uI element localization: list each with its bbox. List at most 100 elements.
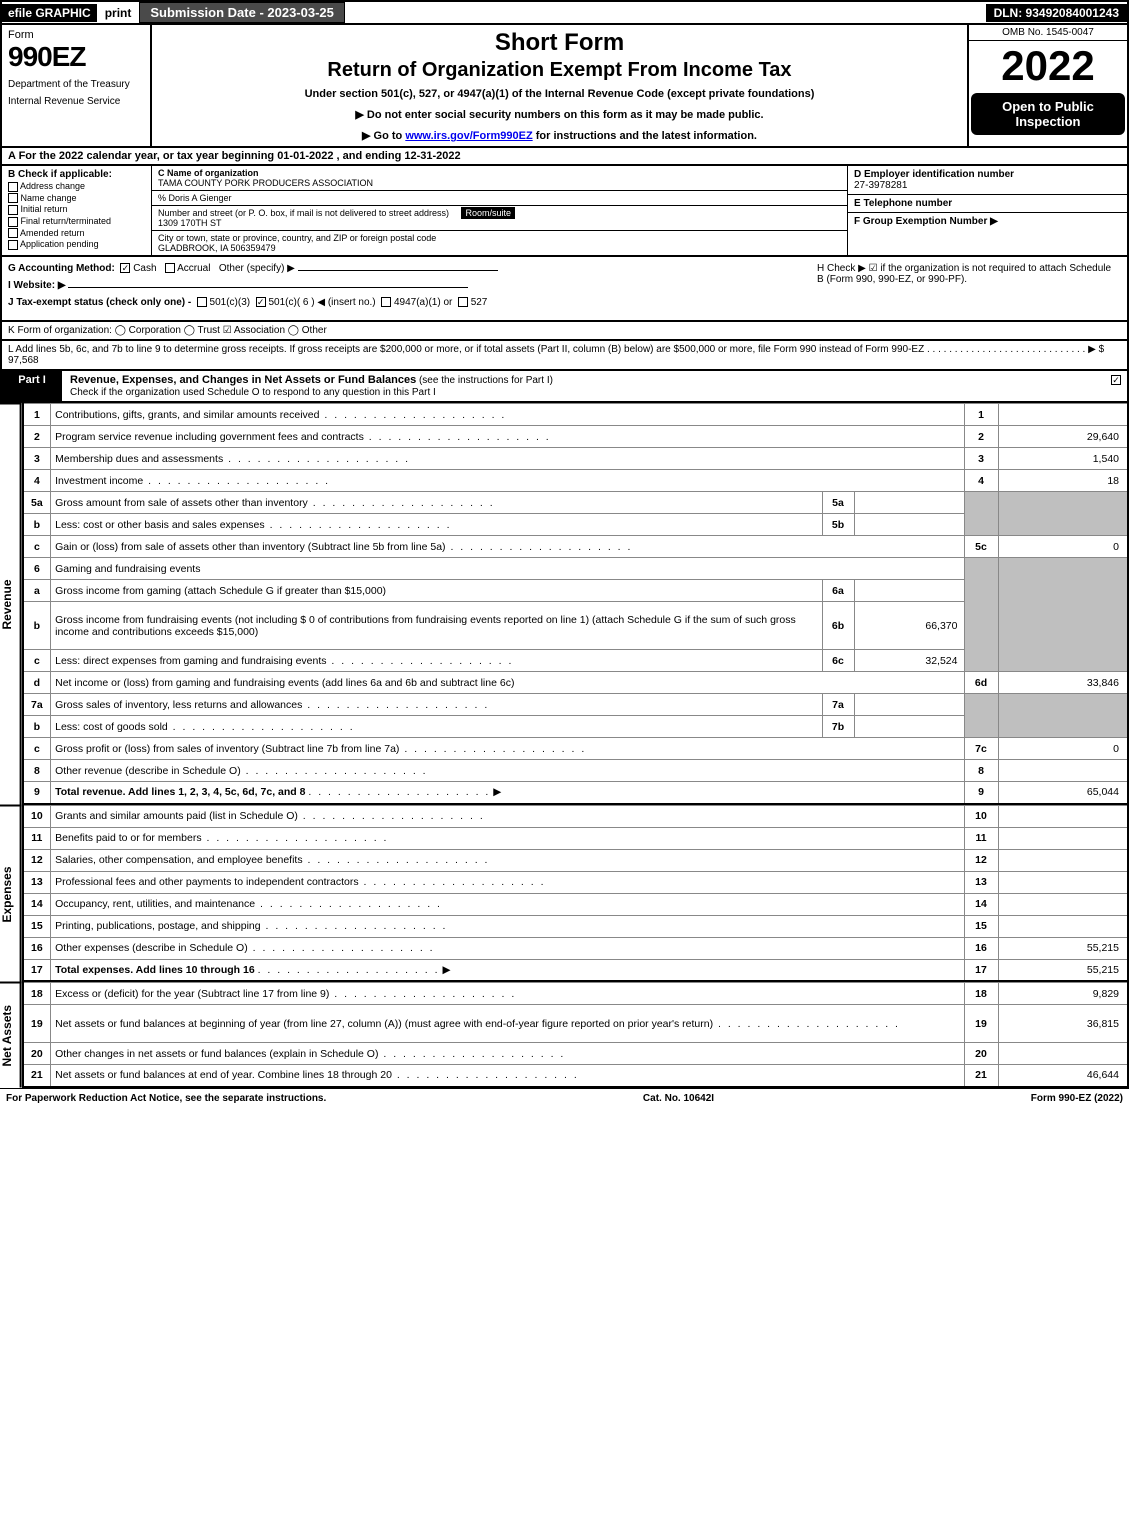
table-row: 3Membership dues and assessments31,540 xyxy=(23,448,1128,470)
checkbox-cash[interactable] xyxy=(120,263,130,273)
header-left: Form 990EZ Department of the Treasury In… xyxy=(2,25,152,146)
checkbox-501c[interactable] xyxy=(256,297,266,307)
instructions-note: ▶ Go to www.irs.gov/Form990EZ for instru… xyxy=(160,129,959,142)
section-b-header: B Check if applicable: xyxy=(8,169,145,180)
netassets-table: 18Excess or (deficit) for the year (Subt… xyxy=(22,982,1129,1088)
d-label: D Employer identification number xyxy=(854,169,1014,180)
form-header: Form 990EZ Department of the Treasury In… xyxy=(0,25,1129,148)
part1-title: Revenue, Expenses, and Changes in Net As… xyxy=(62,371,1105,401)
line-k: K Form of organization: ◯ Corporation ◯ … xyxy=(0,322,1129,341)
table-row: aGross income from gaming (attach Schedu… xyxy=(23,580,1128,602)
org-name: TAMA COUNTY PORK PRODUCERS ASSOCIATION xyxy=(158,178,373,188)
dept-irs: Internal Revenue Service xyxy=(8,96,144,107)
form-title: Return of Organization Exempt From Incom… xyxy=(160,59,959,82)
short-form-title: Short Form xyxy=(160,29,959,57)
dln-label: DLN: 93492084001243 xyxy=(986,4,1127,22)
checkbox-final-return[interactable]: Final return/terminated xyxy=(8,216,145,227)
note2-post: for instructions and the latest informat… xyxy=(533,130,757,142)
irs-link[interactable]: www.irs.gov/Form990EZ xyxy=(405,130,532,142)
table-row: 6Gaming and fundraising events xyxy=(23,558,1128,580)
revenue-table: 1Contributions, gifts, grants, and simil… xyxy=(22,403,1129,805)
website-input[interactable] xyxy=(68,287,468,288)
checkbox-accrual[interactable] xyxy=(165,263,175,273)
table-row: bGross income from fundraising events (n… xyxy=(23,602,1128,650)
other-method-input[interactable] xyxy=(298,270,498,271)
table-row: cGross profit or (loss) from sales of in… xyxy=(23,738,1128,760)
table-row: 8Other revenue (describe in Schedule O)8 xyxy=(23,760,1128,782)
city-row: City or town, state or province, country… xyxy=(152,231,847,255)
ein-cell: D Employer identification number 27-3978… xyxy=(848,166,1127,195)
city-value: GLADBROOK, IA 506359479 xyxy=(158,243,276,253)
table-row: 15Printing, publications, postage, and s… xyxy=(23,915,1128,937)
part1-checkbox[interactable] xyxy=(1105,371,1127,401)
phone-cell: E Telephone number xyxy=(848,195,1127,213)
part1-check-line: Check if the organization used Schedule … xyxy=(70,387,436,398)
checkbox-application-pending[interactable]: Application pending xyxy=(8,239,145,250)
table-row: 21Net assets or fund balances at end of … xyxy=(23,1065,1128,1087)
line-l-text: L Add lines 5b, 6c, and 7b to line 9 to … xyxy=(8,344,1099,355)
checkbox-amended-return[interactable]: Amended return xyxy=(8,228,145,239)
table-row: 20Other changes in net assets or fund ba… xyxy=(23,1043,1128,1065)
table-row: dNet income or (loss) from gaming and fu… xyxy=(23,672,1128,694)
street-row: Number and street (or P. O. box, if mail… xyxy=(152,206,847,231)
f-label: F Group Exemption Number ▶ xyxy=(854,216,998,227)
checkbox-name-change[interactable]: Name change xyxy=(8,193,145,204)
table-row: 4Investment income418 xyxy=(23,470,1128,492)
page-footer: For Paperwork Reduction Act Notice, see … xyxy=(0,1088,1129,1108)
meta-block: H Check ▶ ☑ if the organization is not r… xyxy=(0,257,1129,322)
org-name-row: C Name of organization TAMA COUNTY PORK … xyxy=(152,166,847,191)
checkbox-527[interactable] xyxy=(458,297,468,307)
part1-tag: Part I xyxy=(2,371,62,401)
footer-right: Form 990-EZ (2022) xyxy=(1031,1093,1123,1104)
room-label: Room/suite xyxy=(461,207,515,219)
table-row: 17Total expenses. Add lines 10 through 1… xyxy=(23,959,1128,981)
table-row: bLess: cost or other basis and sales exp… xyxy=(23,514,1128,536)
tax-year: 2022 xyxy=(969,41,1127,91)
form-subtitle: Under section 501(c), 527, or 4947(a)(1)… xyxy=(160,88,959,100)
print-link[interactable]: print xyxy=(97,4,140,22)
table-row: cLess: direct expenses from gaming and f… xyxy=(23,650,1128,672)
table-row: 16Other expenses (describe in Schedule O… xyxy=(23,937,1128,959)
group-exemption-cell: F Group Exemption Number ▶ xyxy=(848,213,1127,255)
footer-mid: Cat. No. 10642I xyxy=(643,1093,714,1104)
header-mid: Short Form Return of Organization Exempt… xyxy=(152,25,967,146)
efile-label: efile GRAPHIC xyxy=(2,4,97,22)
table-row: 7aGross sales of inventory, less returns… xyxy=(23,694,1128,716)
address-block: B Check if applicable: Address change Na… xyxy=(0,166,1129,257)
top-bar: efile GRAPHIC print Submission Date - 20… xyxy=(0,0,1129,25)
revenue-side-label: Revenue xyxy=(0,403,22,805)
note2-pre: ▶ Go to xyxy=(362,130,405,142)
checkbox-501c3[interactable] xyxy=(197,297,207,307)
omb-number: OMB No. 1545-0047 xyxy=(969,25,1127,41)
section-h: H Check ▶ ☑ if the organization is not r… xyxy=(817,263,1117,285)
section-c: C Name of organization TAMA COUNTY PORK … xyxy=(152,166,847,255)
table-row: 2Program service revenue including gover… xyxy=(23,426,1128,448)
open-to-public: Open to Public Inspection xyxy=(971,93,1125,135)
netassets-side-label: Net Assets xyxy=(0,982,22,1088)
table-row: 19Net assets or fund balances at beginni… xyxy=(23,1005,1128,1043)
table-row: cGain or (loss) from sale of assets othe… xyxy=(23,536,1128,558)
footer-left: For Paperwork Reduction Act Notice, see … xyxy=(6,1093,326,1104)
section-def: D Employer identification number 27-3978… xyxy=(847,166,1127,255)
dept-treasury: Department of the Treasury xyxy=(8,79,144,90)
section-b: B Check if applicable: Address change Na… xyxy=(2,166,152,255)
street-label: Number and street (or P. O. box, if mail… xyxy=(158,208,449,218)
c-label: C Name of organization xyxy=(158,168,259,178)
expenses-side-label: Expenses xyxy=(0,805,22,983)
table-row: 14Occupancy, rent, utilities, and mainte… xyxy=(23,893,1128,915)
care-of-row: % Doris A Gienger xyxy=(152,191,847,206)
table-row: 5aGross amount from sale of assets other… xyxy=(23,492,1128,514)
ssn-warning: ▶ Do not enter social security numbers o… xyxy=(160,108,959,121)
city-label: City or town, state or province, country… xyxy=(158,233,436,243)
table-row: 12Salaries, other compensation, and empl… xyxy=(23,849,1128,871)
checkbox-initial-return[interactable]: Initial return xyxy=(8,204,145,215)
form-label: Form xyxy=(8,29,144,41)
tax-exempt-status: J Tax-exempt status (check only one) - 5… xyxy=(8,297,1121,308)
checkbox-address-change[interactable]: Address change xyxy=(8,181,145,192)
section-a: A For the 2022 calendar year, or tax yea… xyxy=(0,148,1129,166)
submission-date: Submission Date - 2023-03-25 xyxy=(139,2,345,23)
form-number: 990EZ xyxy=(8,41,144,73)
table-row: 11Benefits paid to or for members11 xyxy=(23,827,1128,849)
checkbox-4947[interactable] xyxy=(381,297,391,307)
table-row: bLess: cost of goods sold7b xyxy=(23,716,1128,738)
